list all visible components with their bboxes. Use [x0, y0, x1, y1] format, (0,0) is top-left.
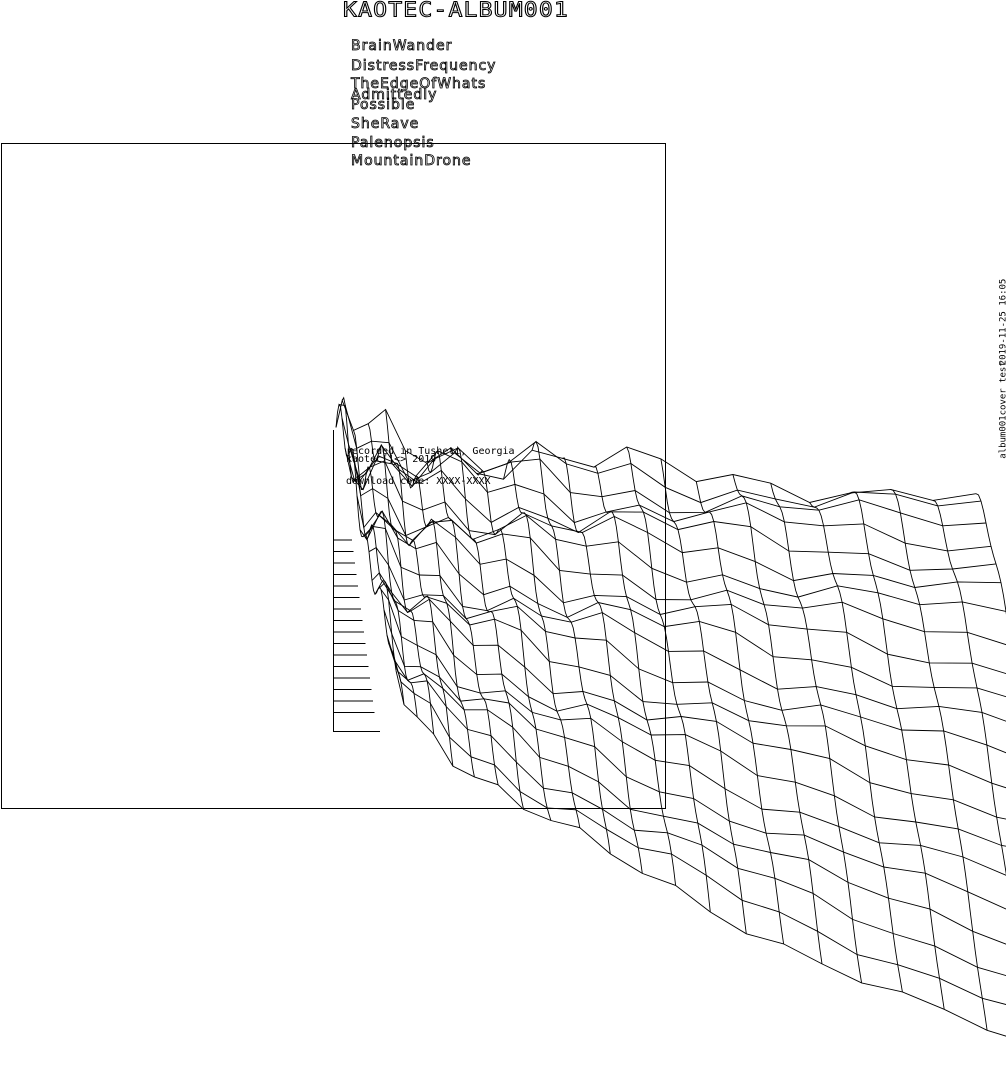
track-title: SheRave [351, 116, 419, 132]
mesh-column [732, 474, 823, 964]
mesh-row [359, 514, 1006, 675]
track-title: BrainWander [351, 38, 452, 54]
mesh-column [975, 493, 1006, 615]
note: recorded in Tusheti, Georgia [346, 446, 515, 457]
mesh-column [593, 466, 677, 886]
mesh-column [849, 491, 945, 1010]
track-title: TheEdgeOfWhats [350, 76, 486, 92]
mesh-row [362, 510, 1006, 698]
track-title: Admittedly [351, 87, 437, 103]
mesh-column [770, 483, 863, 983]
mesh-column [626, 446, 711, 913]
mesh-column [562, 457, 643, 874]
inner-frame [333, 430, 380, 732]
mesh-column [475, 470, 552, 821]
track-title: DistressFrequency [351, 58, 496, 74]
mesh-column [426, 450, 499, 785]
mesh-column [809, 502, 903, 992]
mesh-column [531, 440, 611, 854]
mesh-column [890, 489, 988, 1031]
mesh-row [395, 670, 1006, 1037]
note: kaotec[]<> 2019 [346, 454, 436, 465]
mesh-column [341, 396, 405, 705]
mesh-column [450, 447, 525, 810]
mesh-column [335, 403, 397, 671]
side-label: album001cover test [999, 361, 1006, 459]
mesh-row [392, 652, 1006, 1005]
mesh-row [380, 589, 1006, 876]
mesh-column [503, 458, 581, 828]
track-title: Possible [351, 97, 415, 113]
track-list: BrainWander DistressFrequency TheEdgeOfWha… [350, 38, 496, 170]
mesh-column [353, 430, 418, 717]
mesh-row [383, 609, 1006, 910]
track-title: MountainDrone [351, 153, 472, 169]
mesh-row [368, 547, 1006, 754]
track-title: Palenopsis [351, 135, 435, 151]
frame [1, 143, 666, 809]
mesh-column [660, 458, 747, 934]
mesh-column [695, 481, 785, 944]
mesh-column [367, 423, 435, 735]
mesh-column [404, 450, 475, 777]
wireframe [333, 396, 1006, 1037]
date-stamp: 2019-11-25 16:05 [999, 279, 1006, 366]
note: download code: XXXX-XXXX [346, 476, 491, 487]
title: KAOTEC-ALBUM001 [343, 0, 569, 22]
mesh-row [386, 634, 1006, 945]
mesh-column [385, 409, 454, 767]
mesh-row [347, 444, 997, 571]
mesh-column [932, 499, 1006, 876]
